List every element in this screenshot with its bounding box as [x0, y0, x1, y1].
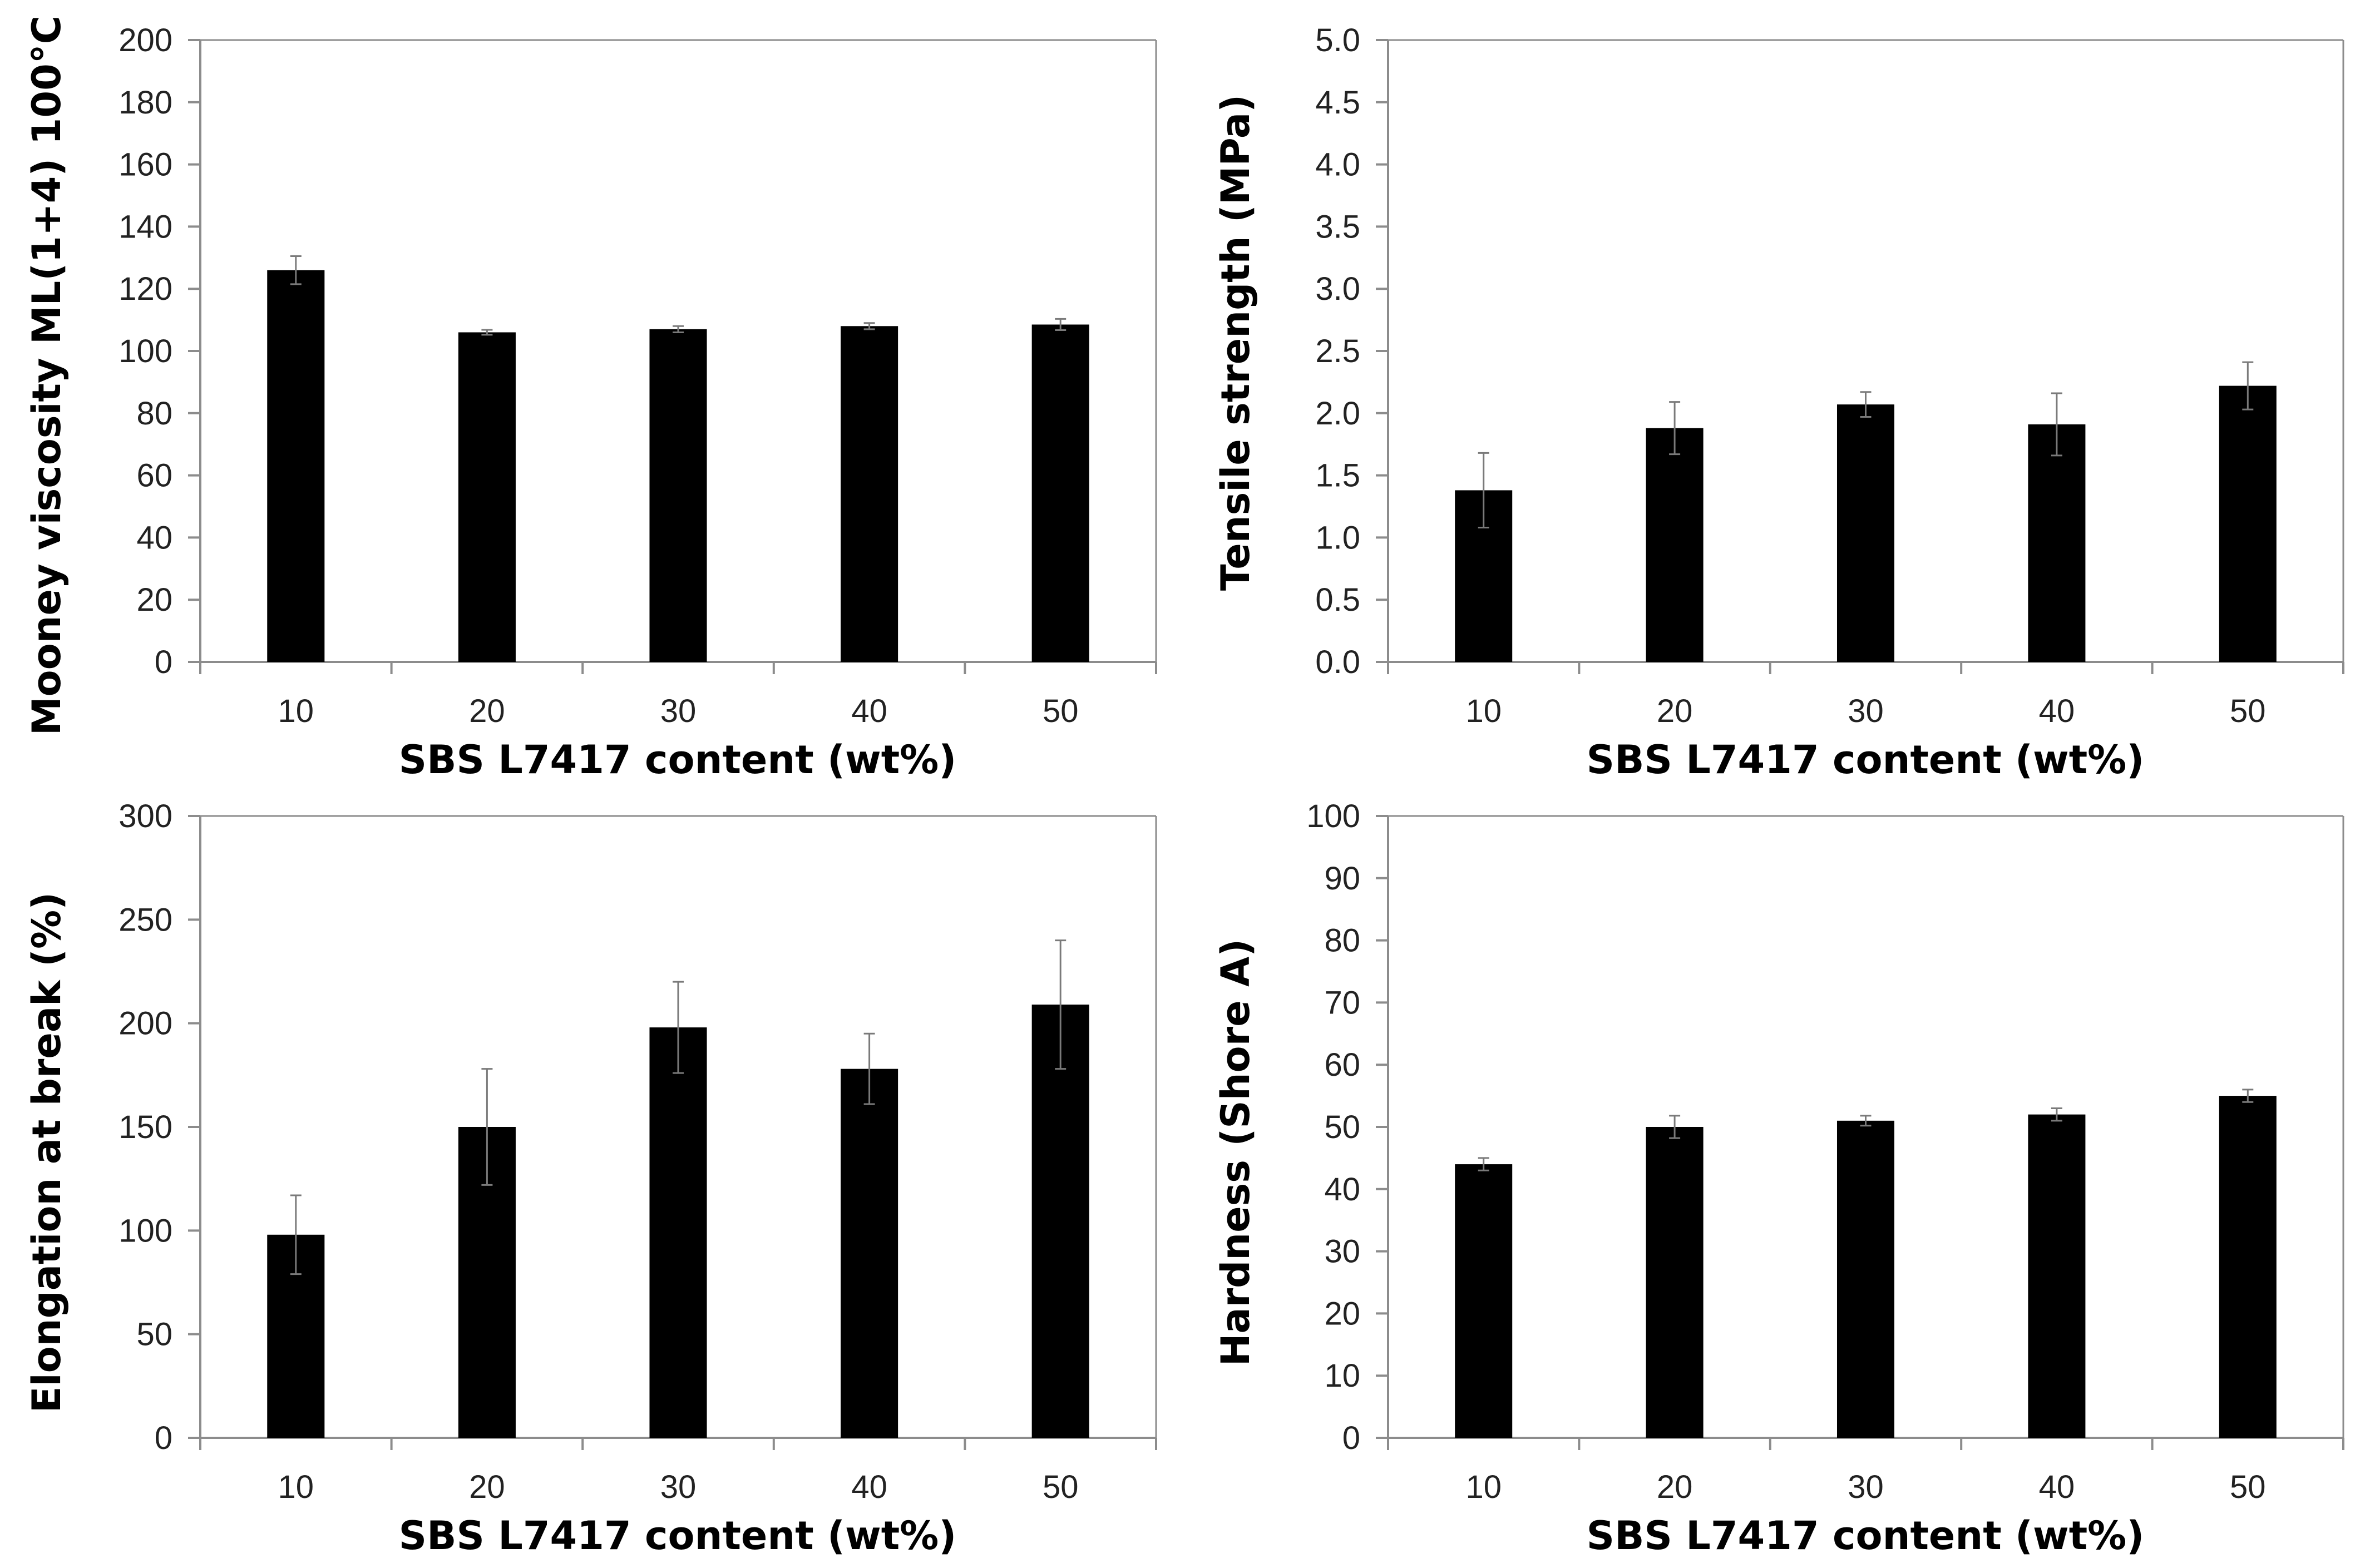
x-tick-label: 10	[1465, 693, 1502, 729]
x-tick-label: 20	[469, 1469, 505, 1505]
x-tick-label: 10	[1465, 1469, 1502, 1505]
bar	[1455, 1164, 1513, 1438]
x-tick-label: 30	[660, 693, 697, 729]
bar	[1836, 1120, 1895, 1438]
y-tick-label: 30	[1324, 1234, 1360, 1270]
y-tick-label: 60	[1324, 1047, 1360, 1083]
y-tick-label: 180	[119, 85, 172, 121]
y-tick-label: 2.5	[1315, 333, 1360, 369]
x-tick-label: 20	[1657, 693, 1693, 729]
bar	[841, 1069, 898, 1438]
y-tick-label: 2.0	[1315, 395, 1360, 432]
x-axis-title: SBS L7417 content (wt%)	[1587, 737, 2145, 783]
x-tick-label: 50	[2230, 693, 2266, 729]
x-axis-title: SBS L7417 content (wt%)	[399, 737, 957, 783]
y-tick-label: 4.0	[1315, 147, 1360, 183]
y-tick-label: 20	[1324, 1295, 1360, 1332]
x-tick-label: 10	[278, 1469, 314, 1505]
x-tick-label: 30	[1848, 693, 1884, 729]
y-axis-title: Tensile strength (MPa)	[1213, 95, 1258, 591]
x-tick-label: 20	[469, 693, 505, 729]
x-tick-label: 40	[851, 693, 887, 729]
y-tick-label: 200	[119, 1006, 172, 1042]
y-tick-label: 120	[119, 271, 172, 307]
x-tick-label: 40	[2039, 693, 2075, 729]
x-tick-label: 30	[660, 1469, 697, 1505]
x-tick-label: 20	[1657, 1469, 1693, 1505]
y-tick-label: 300	[119, 798, 172, 834]
bar	[2028, 424, 2086, 662]
y-tick-label: 70	[1324, 985, 1360, 1021]
y-tick-label: 50	[136, 1317, 172, 1353]
y-tick-label: 90	[1324, 860, 1360, 897]
y-tick-label: 40	[136, 520, 172, 556]
bar	[1836, 404, 1895, 662]
bar	[2219, 1096, 2277, 1438]
y-tick-label: 40	[1324, 1171, 1360, 1208]
y-tick-label: 250	[119, 902, 172, 938]
bar	[649, 1027, 707, 1438]
mooney-viscosity-chart: Mooney viscosity ML(1+4) 100°C SBS L7417…	[24, 16, 1157, 783]
y-tick-label: 3.5	[1315, 209, 1360, 245]
bar	[2028, 1114, 2086, 1438]
y-tick-label: 60	[136, 458, 172, 494]
y-tick-label: 0	[155, 644, 172, 680]
y-tick-label: 1.0	[1315, 520, 1360, 556]
y-tick-label: 100	[1306, 798, 1360, 834]
y-tick-label: 3.0	[1315, 271, 1360, 307]
y-tick-label: 150	[119, 1109, 172, 1145]
x-tick-label: 50	[1043, 693, 1079, 729]
bar	[1646, 428, 1704, 662]
y-tick-label: 10	[1324, 1358, 1360, 1394]
bar	[841, 326, 898, 662]
x-tick-label: 50	[1043, 1469, 1079, 1505]
x-tick-label: 40	[2039, 1469, 2075, 1505]
y-tick-label: 100	[119, 333, 172, 369]
y-tick-label: 1.5	[1315, 458, 1360, 494]
y-tick-label: 200	[119, 22, 172, 58]
x-tick-label: 50	[2230, 1469, 2266, 1505]
y-axis-title: Mooney viscosity ML(1+4) 100°C	[24, 16, 70, 735]
elongation-at-break-chart: Elongation at break (%) SBS L7417 conten…	[24, 798, 1157, 1559]
y-tick-label: 50	[1324, 1109, 1360, 1145]
y-tick-label: 5.0	[1315, 22, 1360, 58]
x-tick-label: 30	[1848, 1469, 1884, 1505]
x-axis-title: SBS L7417 content (wt%)	[399, 1513, 957, 1559]
x-tick-label: 40	[851, 1469, 887, 1505]
bar	[1031, 1005, 1089, 1438]
tensile-strength-chart: Tensile strength (MPa) SBS L7417 content…	[1213, 22, 2344, 783]
bar	[649, 329, 707, 662]
y-tick-label: 20	[136, 582, 172, 618]
y-tick-label: 4.5	[1315, 85, 1360, 121]
bar	[2219, 385, 2277, 662]
y-tick-label: 160	[119, 147, 172, 183]
bar	[267, 270, 325, 662]
y-tick-label: 0.0	[1315, 644, 1360, 680]
y-tick-label: 100	[119, 1213, 172, 1249]
bar	[1646, 1127, 1704, 1438]
x-tick-label: 10	[278, 693, 314, 729]
y-tick-label: 0	[155, 1420, 172, 1456]
y-axis-title: Hardness (Shore A)	[1213, 939, 1258, 1366]
y-tick-label: 140	[119, 209, 172, 245]
y-tick-label: 80	[136, 395, 172, 432]
y-tick-label: 80	[1324, 923, 1360, 959]
y-tick-label: 0.5	[1315, 582, 1360, 618]
x-axis-title: SBS L7417 content (wt%)	[1587, 1513, 2145, 1559]
y-axis-title: Elongation at break (%)	[24, 892, 70, 1413]
y-tick-label: 0	[1342, 1420, 1360, 1456]
bar	[458, 332, 516, 662]
bar	[1031, 324, 1089, 662]
hardness-chart: Hardness (Shore A) SBS L7417 content (wt…	[1213, 798, 2344, 1559]
